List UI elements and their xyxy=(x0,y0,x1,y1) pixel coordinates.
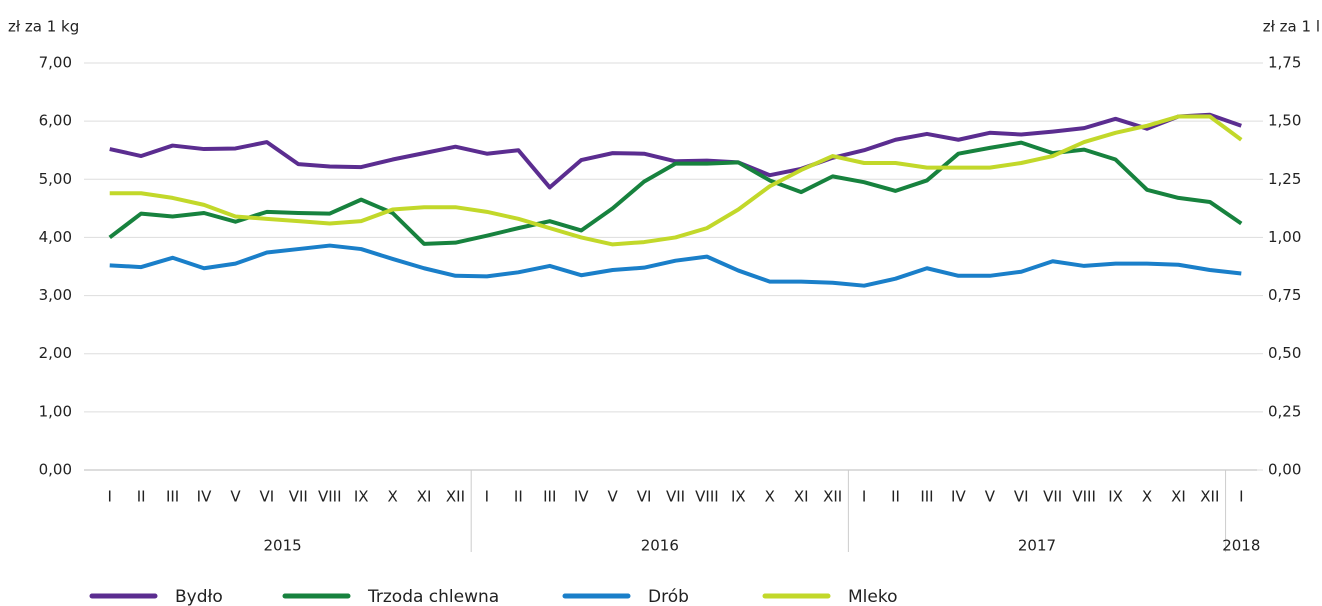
x-tick-label: X xyxy=(1142,488,1152,506)
legend-label: Trzoda chlewna xyxy=(367,587,499,606)
x-tick-label: III xyxy=(166,488,179,506)
y-axis-title: zł za 1 kg xyxy=(8,18,79,36)
y2-axis-title: zł za 1 l xyxy=(1263,18,1320,36)
series-line xyxy=(108,140,1243,246)
x-tick-label: V xyxy=(985,488,996,506)
y2-tick-label: 0,25 xyxy=(1268,402,1301,420)
x-tick-label: X xyxy=(765,488,775,506)
x-tick-label: VI xyxy=(260,488,275,506)
x-tick-label: VIII xyxy=(1072,488,1096,506)
x-tick-label: III xyxy=(543,488,556,506)
x-tick-label: II xyxy=(514,488,523,506)
x-tick-label: VI xyxy=(1014,488,1029,506)
x-tick-label: VII xyxy=(289,488,308,506)
y2-tick-label: 0,75 xyxy=(1268,286,1301,304)
x-tick-label: IV xyxy=(951,488,966,506)
legend-label: Drób xyxy=(648,587,689,606)
x-tick-label: I xyxy=(862,488,866,506)
x-tick-label: XI xyxy=(417,488,432,506)
y2-tick-label: 0,00 xyxy=(1268,461,1301,479)
year-label: 2016 xyxy=(641,537,679,555)
y-tick-label: 0,00 xyxy=(39,461,72,479)
x-tick-label: VIII xyxy=(318,488,342,506)
x-tick-label: XII xyxy=(823,488,842,506)
x-tick-label: I xyxy=(485,488,489,506)
x-tick-label: II xyxy=(137,488,146,506)
x-tick-label: I xyxy=(107,488,111,506)
series-line xyxy=(109,243,1242,288)
x-tick-label: VII xyxy=(1043,488,1062,506)
y2-tick-label: 1,25 xyxy=(1268,170,1301,188)
year-label: 2018 xyxy=(1222,537,1260,555)
x-tick-label: II xyxy=(891,488,900,506)
x-tick-label: IX xyxy=(731,488,746,506)
series-line xyxy=(109,114,1243,247)
y2-tick-label: 1,75 xyxy=(1268,54,1301,72)
y2-tick-label: 0,50 xyxy=(1268,344,1301,362)
y-tick-label: 3,00 xyxy=(39,286,72,304)
x-tick-label: XI xyxy=(1171,488,1186,506)
x-tick-label: X xyxy=(387,488,397,506)
legend-label: Mleko xyxy=(848,587,898,606)
y-tick-label: 1,00 xyxy=(39,402,72,420)
year-label: 2017 xyxy=(1018,537,1056,555)
legend-label: Bydło xyxy=(175,587,223,606)
x-tick-label: V xyxy=(608,488,619,506)
year-label: 2015 xyxy=(264,537,302,555)
x-tick-label: IV xyxy=(574,488,589,506)
y-tick-label: 6,00 xyxy=(39,112,72,130)
y-tick-label: 7,00 xyxy=(39,54,72,72)
x-tick-label: III xyxy=(920,488,933,506)
x-tick-label: V xyxy=(230,488,241,506)
series-line xyxy=(109,112,1242,190)
x-tick-label: IX xyxy=(354,488,369,506)
x-tick-label: VIII xyxy=(695,488,719,506)
x-tick-label: VII xyxy=(666,488,685,506)
x-tick-label: I xyxy=(1239,488,1243,506)
x-tick-label: IX xyxy=(1108,488,1123,506)
y-tick-label: 4,00 xyxy=(39,228,72,246)
x-tick-label: XII xyxy=(1200,488,1219,506)
y2-tick-label: 1,00 xyxy=(1268,228,1301,246)
y2-tick-label: 1,50 xyxy=(1268,112,1301,130)
y-tick-label: 2,00 xyxy=(39,344,72,362)
x-tick-label: IV xyxy=(197,488,212,506)
x-tick-label: XII xyxy=(446,488,465,506)
y-tick-label: 5,00 xyxy=(39,170,72,188)
x-tick-label: VI xyxy=(637,488,652,506)
x-tick-label: XI xyxy=(794,488,809,506)
